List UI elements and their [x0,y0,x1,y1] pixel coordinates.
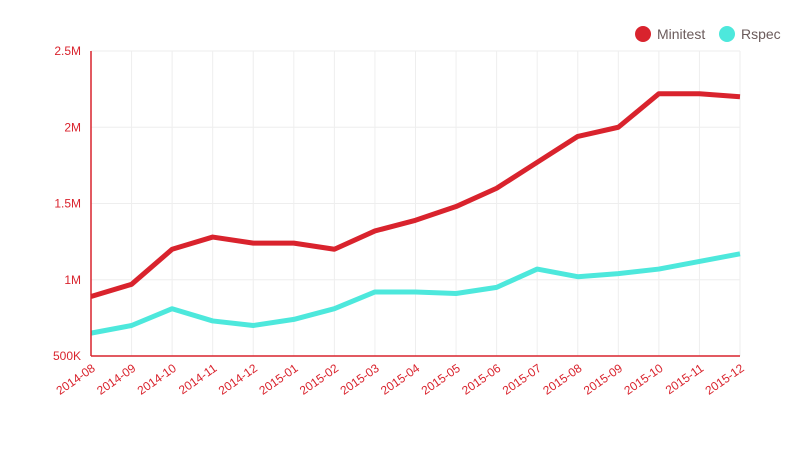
x-tick-label: 2015-08 [540,361,584,398]
y-tick-label: 2.5M [54,44,81,58]
x-tick-label: 2015-05 [419,361,463,398]
y-tick-label: 1M [64,273,81,287]
grid [90,50,741,357]
x-tick-label: 2015-12 [703,361,747,398]
x-tick-label: 2014-09 [94,361,138,398]
x-tick-label: 2015-04 [378,361,422,398]
x-tick-label: 2014-11 [176,361,220,397]
legend: Minitest Rspec [635,26,781,42]
legend-label: Rspec [741,26,781,42]
x-tick-label: 2015-07 [500,361,544,398]
series-line-minitest [90,91,741,299]
axes: 500K1M1.5M2M2.5M2014-082014-092014-10201… [53,44,747,398]
x-tick-label: 2015-09 [581,361,625,398]
y-tick-label: 1.5M [54,197,81,211]
series-lines [90,91,741,336]
x-tick-label: 2015-06 [459,361,503,398]
y-tick-label: 2M [64,120,81,134]
x-tick-label: 2015-01 [256,361,300,398]
legend-label: Minitest [657,26,705,42]
series-line-rspec [90,251,741,336]
x-tick-label: 2015-02 [297,361,341,398]
x-tick-label: 2015-10 [621,361,665,398]
legend-marker-rspec [719,26,735,42]
legend-marker-minitest [635,26,651,42]
x-tick-label: 2014-10 [135,361,179,398]
x-tick-label: 2014-12 [216,361,260,398]
x-tick-label: 2015-03 [338,361,382,398]
x-tick-label: 2014-08 [54,361,98,398]
y-tick-label: 500K [53,349,81,363]
x-tick-label: 2015-11 [663,361,707,397]
